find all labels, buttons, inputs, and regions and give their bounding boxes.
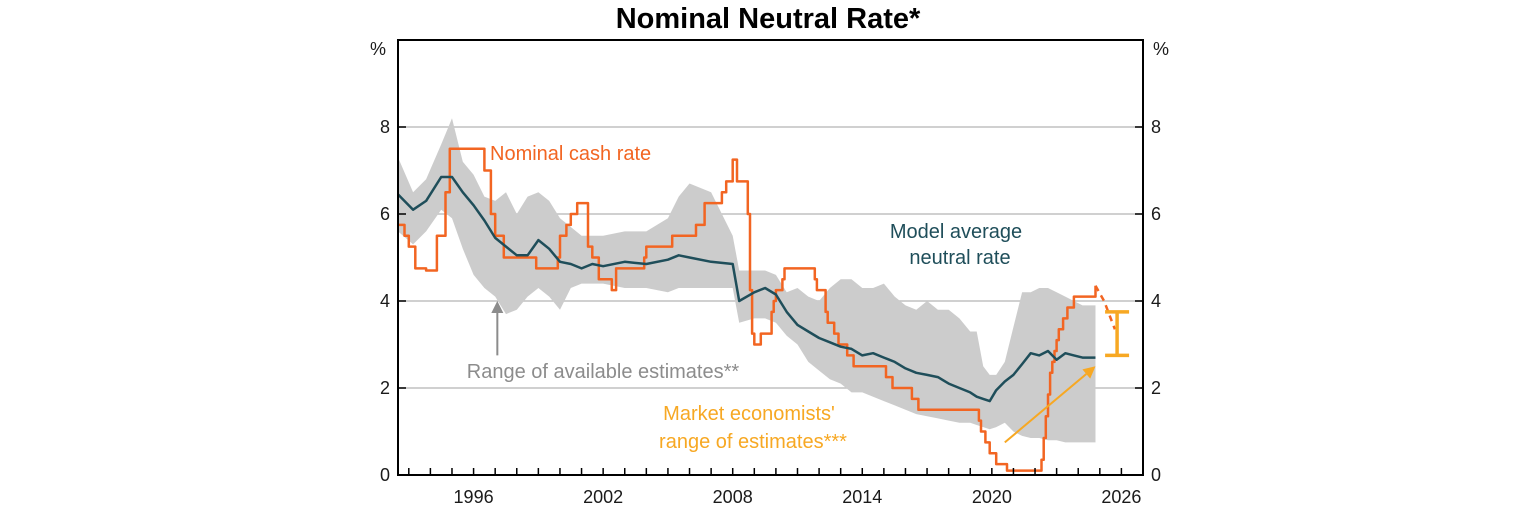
annotation-arrows [491, 301, 1096, 444]
model-label-line1: Model average [890, 221, 1022, 243]
model-label-line2: neutral rate [909, 247, 1010, 269]
y-tick-label-right-8: 8 [1151, 117, 1161, 137]
market-label-line2: range of estimates*** [659, 431, 847, 453]
market-label-line1: Market economists' [663, 403, 835, 425]
y-tick-label-right-6: 6 [1151, 204, 1161, 224]
y-tick-label-left-8: 8 [380, 117, 390, 137]
plot-frame [397, 39, 1144, 476]
annotations: Nominal cash rate Model average neutral … [467, 143, 1022, 453]
model-average-line [397, 175, 1096, 403]
y-tick-label-right-0: 0 [1151, 465, 1161, 485]
arrow-line-1 [1004, 373, 1087, 444]
market-range [1105, 310, 1130, 358]
y-tick-label-left-6: 6 [380, 204, 390, 224]
axes [397, 39, 1144, 476]
range-band [398, 118, 1096, 443]
y-tick-label-right-2: 2 [1151, 378, 1161, 398]
range-band-area [398, 118, 1096, 443]
cash-rate-label: Nominal cash rate [490, 143, 651, 165]
y-tick-label-left-2: 2 [380, 378, 390, 398]
cash-rate-market-path [1094, 285, 1117, 330]
y-tick-label-right-4: 4 [1151, 291, 1161, 311]
range-label: Range of available estimates** [467, 361, 740, 383]
x-tick-label-2008: 2008 [713, 487, 753, 507]
y-tick-label-left-4: 4 [380, 291, 390, 311]
arrow-head-0 [491, 301, 504, 313]
x-tick-label-2020: 2020 [972, 487, 1012, 507]
tick-labels: 0 0 2 2 4 4 6 6 8 8 1996 2002 2008 2014 2020 2026 [380, 117, 1161, 507]
arrow-head-1 [1082, 366, 1096, 379]
y-tick-label-left-0: 0 [380, 465, 390, 485]
x-tick-label-1996: 1996 [454, 487, 494, 507]
x-tick-label-2002: 2002 [583, 487, 623, 507]
y-unit-left: % [370, 39, 386, 59]
y-unit-right: % [1153, 39, 1169, 59]
x-tick-label-2014: 2014 [842, 487, 882, 507]
chart-title: Nominal Neutral Rate* [616, 3, 921, 35]
x-tick-label-2026: 2026 [1101, 487, 1141, 507]
